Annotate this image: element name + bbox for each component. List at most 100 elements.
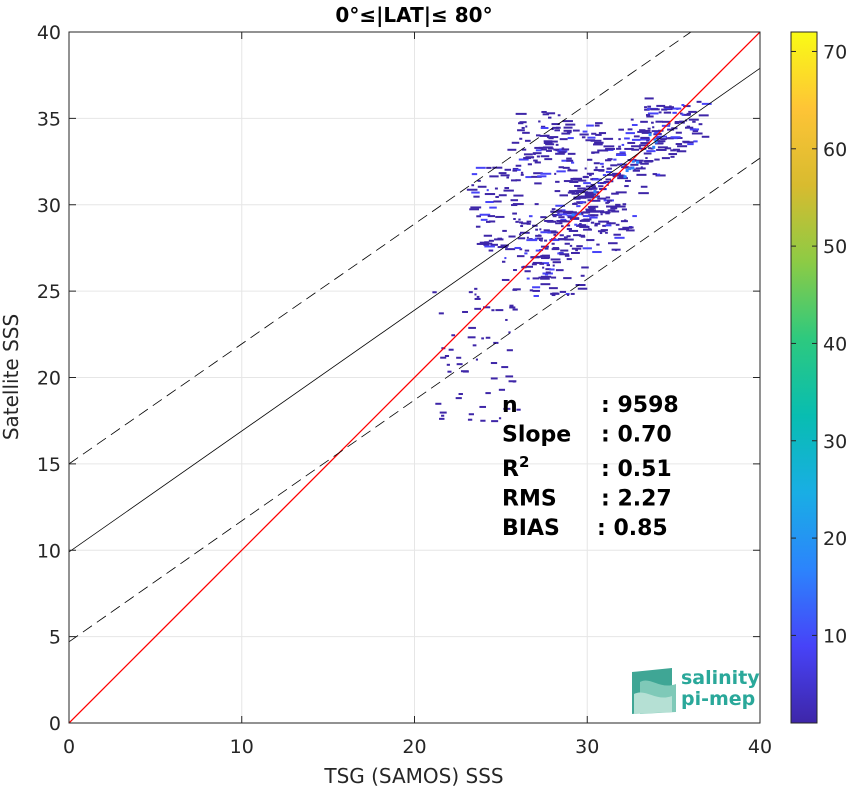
density-cell-353 [647,105,652,108]
density-cell-590 [582,130,588,133]
density-cell-446 [512,169,518,172]
colorbar [790,31,818,724]
density-cell-191 [589,174,592,177]
density-cell-563 [590,199,601,202]
density-cell-665 [474,297,481,300]
density-cell-87 [546,220,555,223]
density-cell-358 [646,115,654,118]
density-cell-48 [526,220,532,223]
density-cell-497 [580,274,585,277]
density-cell-481 [548,287,558,290]
density-cell-432 [556,170,566,173]
density-cell-489 [575,284,586,287]
density-cell-338 [654,131,659,134]
density-cell-652 [498,388,506,391]
density-cell-630 [538,146,542,149]
density-cell-162 [573,178,582,181]
density-cell-656 [467,418,473,421]
density-cell-75 [583,218,592,221]
density-cell-640 [519,121,527,124]
density-cell-680 [490,377,498,380]
density-cell-604 [598,132,607,135]
density-cell-442 [546,149,552,152]
x-tick-label-1: 10 [230,736,254,758]
density-cell-419 [504,187,510,190]
density-cell-394 [517,237,526,240]
density-cell-456 [547,147,554,150]
density-cell-297 [679,120,685,123]
density-cell-580 [595,122,603,125]
density-cell-206 [591,151,600,154]
density-cell-19 [531,263,537,266]
density-cell-150 [585,193,588,196]
density-cell-620 [554,129,560,132]
density-cell-208 [610,180,614,183]
density-cell-328 [655,120,663,123]
density-cell-146 [610,164,618,167]
density-cell-240 [654,142,663,145]
density-cell-698 [480,419,486,422]
x-tick-label-4: 40 [748,736,772,758]
density-cell-616 [559,148,562,151]
density-cell-595 [590,139,602,142]
density-cell-29 [504,257,507,260]
density-cell-285 [633,135,640,138]
density-cell-451 [534,161,541,164]
density-cell-583 [587,136,596,139]
density-cell-622 [546,112,556,115]
density-cell-270 [627,128,633,131]
density-cell-648 [485,392,491,395]
density-cell-291 [664,147,672,150]
density-cell-560 [611,210,620,213]
density-cell-617 [522,131,530,134]
density-cell-10 [540,239,543,242]
density-cell-223 [605,159,612,162]
density-cell-62 [538,238,542,241]
density-cell-449 [518,158,529,161]
density-cell-537 [586,239,595,242]
density-cell-279 [631,138,641,141]
density-cell-9 [522,265,534,268]
density-cell-589 [586,124,594,127]
y-tick-label-8: 40 [37,22,61,44]
density-cell-693 [458,393,463,396]
density-cell-713 [631,166,635,170]
density-cell-480 [566,258,572,261]
density-cell-339 [701,135,710,138]
density-cell-690 [493,341,499,344]
density-cell-694 [509,304,514,307]
density-cell-633 [518,122,524,125]
x-tick-label-2: 20 [402,736,426,758]
density-cell-3 [545,268,551,271]
density-cell-102 [579,222,582,225]
density-cell-8 [546,264,550,267]
density-cell-188 [638,192,649,195]
density-cell-178 [580,195,590,198]
density-cell-235 [625,132,635,135]
density-cell-429 [486,189,489,192]
density-cell-255 [619,151,626,154]
density-cell-70 [535,249,541,252]
density-cell-613 [540,148,547,151]
density-cell-611 [558,151,566,154]
density-cell-149 [571,192,580,195]
density-cell-13 [536,237,544,240]
line-1-1 [69,32,760,723]
density-cell-519 [569,217,580,220]
y-axis-label: Satellite SSS [0,314,23,440]
density-cell-171 [598,169,605,172]
density-cell-173 [615,205,626,208]
density-cell-649 [491,309,495,312]
density-cell-85 [573,197,581,200]
density-cell-615 [545,143,555,146]
logo-line2: pi-mep [681,688,755,710]
density-cell-180 [615,174,624,177]
density-cell-670 [474,307,482,310]
density-cell-505 [575,249,578,252]
density-cell-488 [564,254,570,257]
density-cell-118 [551,208,556,211]
stat-value-0: : 9598 [601,393,679,418]
density-cell-246 [606,171,612,174]
colorbar-tick-label-4: 50 [823,236,847,258]
density-cell-66 [535,234,542,237]
